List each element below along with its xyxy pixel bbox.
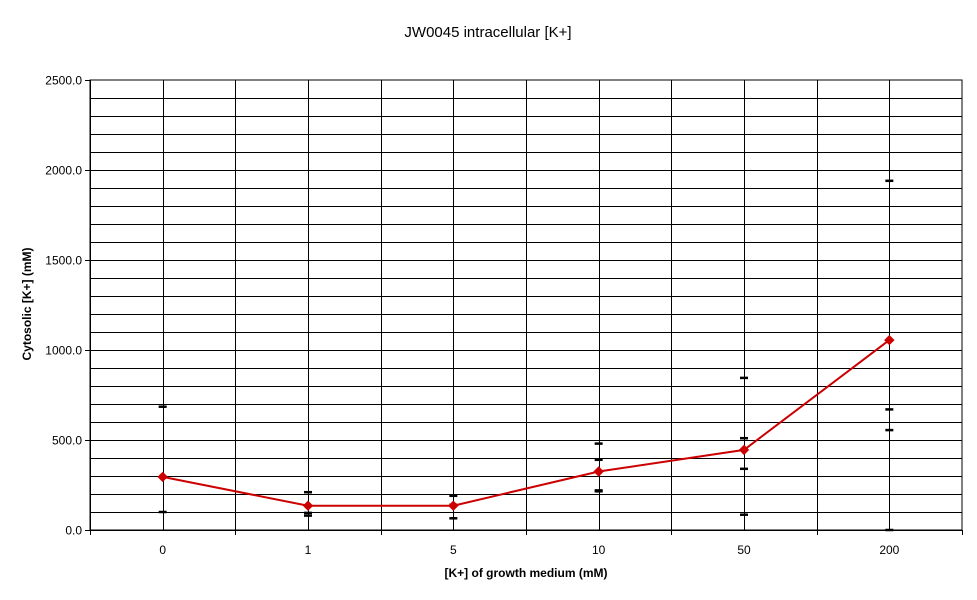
data-point [157, 471, 168, 483]
y-axis: 0.0 500.0 1000.0 1500.0 2000.0 2500.0 [45, 74, 91, 538]
y-tick-label: 2500.0 [45, 74, 82, 88]
data-point [302, 500, 314, 511]
x-tick-label: 50 [737, 543, 751, 557]
data-point [884, 334, 895, 346]
data-point [448, 500, 459, 511]
data-point [738, 444, 750, 456]
y-axis-label: Cytosolic [K+] (mM) [20, 247, 34, 360]
y-tick-label: 1000.0 [45, 344, 82, 358]
y-tick-label: 2000.0 [45, 164, 82, 178]
x-axis: 0 1 5 10 50 200 [90, 530, 963, 557]
x-tick-label: 0 [159, 543, 166, 557]
plot-area: 0 1 5 10 50 200 0.0 500.0 1000.0 1500.0 2000.0 250… [45, 74, 963, 557]
y-tick-label: 1500.0 [45, 254, 82, 268]
x-tick-label: 5 [450, 543, 457, 557]
y-tick-label: 500.0 [52, 434, 82, 448]
data-point [593, 466, 604, 477]
x-axis-label: [K+] of growth medium (mM) [445, 566, 608, 580]
x-tick-label: 10 [592, 543, 606, 557]
x-tick-label: 1 [305, 543, 312, 557]
y-tick-label: 0.0 [65, 524, 82, 538]
series [157, 334, 895, 511]
gridlines [90, 80, 962, 530]
series-line [162, 339, 890, 507]
chart-title: JW0045 intracellular [K+] [404, 24, 571, 41]
x-tick-label: 200 [879, 543, 899, 557]
